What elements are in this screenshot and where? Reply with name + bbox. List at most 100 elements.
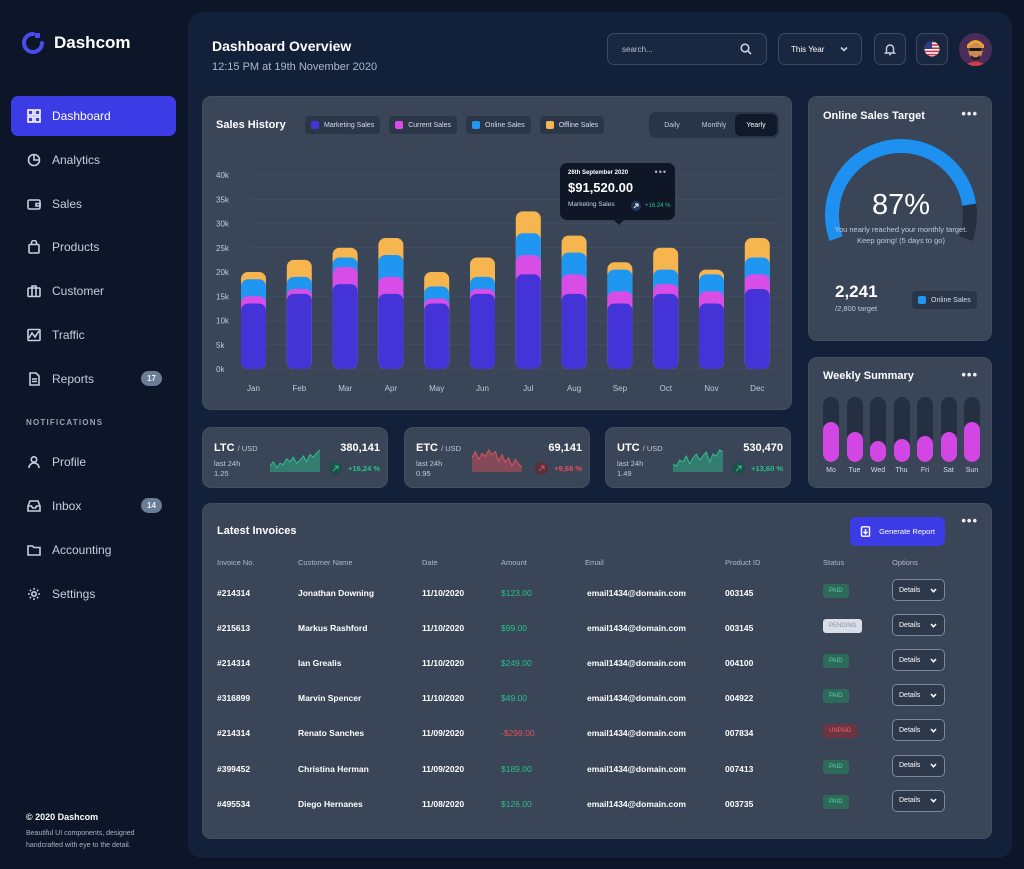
table-row[interactable]: #316899 Marvin Spencer 11/10/2020 $49.00 ema… — [203, 681, 993, 716]
gauge-fill — [825, 139, 977, 241]
currency-change-value: +16,24 % — [348, 464, 380, 473]
table-row[interactable]: #399452 Christina Herman 11/09/2020 $189.00… — [203, 752, 993, 787]
page-subtitle: 12:15 PM at 19th November 2020 — [212, 61, 378, 73]
table-row[interactable]: #215613 Markus Rashford 11/10/2020 $99.00 em… — [203, 611, 993, 646]
sidebar-item-accounting[interactable]: Accounting — [11, 530, 176, 570]
currency-card-utc[interactable]: UTC / USD last 24h 1.49 530,470 +13,60 % — [605, 427, 791, 488]
column-header-invoice-no: Invoice No. — [217, 558, 255, 567]
currency-rate: 1.49 — [617, 469, 632, 478]
weekly-bar-tue[interactable]: Tue — [846, 397, 863, 474]
table-row[interactable]: #214314 Ian Grealis 11/10/2020 $249.00 email… — [203, 646, 993, 681]
weekly-bar-fill — [846, 432, 863, 462]
chevron-down-icon — [930, 798, 937, 804]
sidebar-item-traffic[interactable]: Traffic — [11, 315, 176, 355]
invoice-number: #214314 — [217, 728, 251, 739]
sidebar-item-inbox[interactable]: Inbox 14 — [11, 486, 176, 526]
sidebar-item-label: Settings — [52, 586, 96, 601]
bar-apr-marketing-sales — [378, 293, 404, 369]
details-label: Details — [899, 797, 921, 805]
invoices-title: Latest Invoices — [217, 525, 297, 537]
invoice-date: 11/10/2020 — [422, 658, 465, 669]
latest-invoices-card: Latest Invoices ••• Generate Report Invo… — [202, 503, 992, 839]
weekly-bar-fill — [964, 422, 980, 462]
inbox-count-badge: 14 — [141, 498, 162, 513]
folder-icon — [27, 544, 41, 556]
details-dropdown[interactable]: Details — [892, 614, 945, 637]
column-header-email: Email — [585, 558, 604, 567]
bar-mar-marketing-sales — [332, 284, 358, 369]
details-dropdown[interactable]: Details — [892, 684, 945, 707]
sidebar-item-dashboard[interactable]: Dashboard — [11, 96, 176, 136]
status-badge: UNPAID — [823, 724, 858, 739]
details-dropdown[interactable]: Details — [892, 579, 945, 601]
bag-icon — [28, 240, 40, 255]
language-button[interactable] — [916, 33, 948, 65]
details-dropdown[interactable]: Details — [892, 754, 945, 777]
table-row[interactable]: #214314 Jonathan Downing 11/10/2020 $123.00… — [203, 576, 993, 611]
generate-report-button[interactable]: Generate Report — [850, 517, 945, 546]
weekly-bar-track — [917, 397, 933, 462]
notifications-button[interactable] — [874, 33, 906, 65]
currency-sparkline — [673, 449, 723, 472]
target-percent: 87% — [871, 189, 931, 221]
sidebar-item-reports[interactable]: Reports 17 — [11, 359, 176, 399]
weekly-bar-sun[interactable]: Sun — [964, 397, 980, 474]
details-dropdown[interactable]: Details — [892, 789, 945, 812]
invoice-amount: $99.00 — [501, 623, 527, 634]
chevron-down-icon — [840, 46, 848, 52]
weekly-bar-wed[interactable]: Wed — [870, 397, 886, 474]
year-select[interactable]: This Year — [778, 33, 862, 65]
currency-card-ltc[interactable]: LTC / USD last 24h 1.25 380,141 +16,24 % — [202, 427, 388, 488]
weekly-bars: Mo Tue Wed Thu Fri Sat Sun — [823, 397, 980, 474]
bar-oct-marketing-sales — [653, 293, 679, 369]
currency-card-etc[interactable]: ETC / USD last 24h 0.95 69,141 +9,68 % — [404, 427, 590, 488]
tab-yearly[interactable]: Yearly — [735, 114, 777, 136]
sidebar-item-label: Sales — [52, 196, 83, 211]
legend-swatch — [311, 121, 319, 129]
legend-label: Current Sales — [408, 121, 451, 129]
weekly-bar-mo[interactable]: Mo — [823, 397, 839, 474]
legend-label: Marketing Sales — [324, 121, 375, 129]
more-icon[interactable]: ••• — [961, 367, 978, 382]
tab-daily[interactable]: Daily — [664, 121, 680, 129]
legend-label: Online Sales — [485, 121, 525, 129]
customer-name: Diego Hernanes — [298, 798, 363, 809]
legend-current-sales[interactable]: Current Sales — [389, 116, 457, 134]
sidebar-item-analytics[interactable]: Analytics — [11, 140, 176, 180]
customer-name: Christina Herman — [298, 763, 369, 774]
currency-rate: 1.25 — [214, 469, 229, 478]
legend-online-sales[interactable]: Online Sales — [466, 116, 531, 134]
sidebar-item-settings[interactable]: Settings — [11, 574, 176, 614]
more-icon[interactable]: ••• — [961, 513, 978, 528]
target-goal: /2,800 target — [835, 304, 878, 313]
y-tick-label: 15k — [216, 292, 230, 301]
customer-name: Marvin Spencer — [298, 693, 362, 704]
column-header-customer-name: Customer Name — [298, 558, 353, 567]
legend-offline-sales[interactable]: Offline Sales — [539, 116, 605, 134]
status-badge: PAID — [823, 689, 849, 704]
details-dropdown[interactable]: Details — [892, 649, 945, 672]
search-input[interactable] — [622, 44, 740, 54]
x-tick-label: Apr — [385, 384, 398, 393]
weekly-bar-fri[interactable]: Fri — [917, 397, 933, 474]
sidebar-item-sales[interactable]: Sales — [11, 184, 176, 224]
tab-monthly[interactable]: Monthly — [701, 121, 727, 129]
briefcase-icon — [27, 285, 41, 298]
table-row[interactable]: #495534 Diego Hernanes 11/08/2020 $126.00 em… — [203, 787, 993, 822]
sidebar-item-label: Reports — [52, 371, 95, 386]
details-dropdown[interactable]: Details — [892, 719, 945, 742]
more-icon[interactable]: ••• — [654, 167, 667, 177]
more-icon[interactable]: ••• — [961, 106, 978, 121]
legend-marketing-sales[interactable]: Marketing Sales — [305, 116, 381, 134]
weekly-bar-sat[interactable]: Sat — [940, 397, 957, 474]
customer-name: Renato Sanches — [298, 728, 365, 739]
sidebar-item-customer[interactable]: Customer — [11, 271, 176, 311]
weekly-bar-thu[interactable]: Thu — [893, 397, 910, 474]
sidebar-item-profile[interactable]: Profile — [11, 442, 176, 482]
sidebar-item-products[interactable]: Products — [11, 227, 176, 267]
user-avatar[interactable] — [959, 33, 992, 66]
search-box[interactable] — [607, 33, 767, 65]
customer-email: email1434@domain.com — [587, 623, 686, 634]
table-row[interactable]: #214314 Renato Sanches 11/09/2020 -$299.00 e… — [203, 716, 993, 751]
brand[interactable]: Dashcom — [22, 32, 131, 54]
